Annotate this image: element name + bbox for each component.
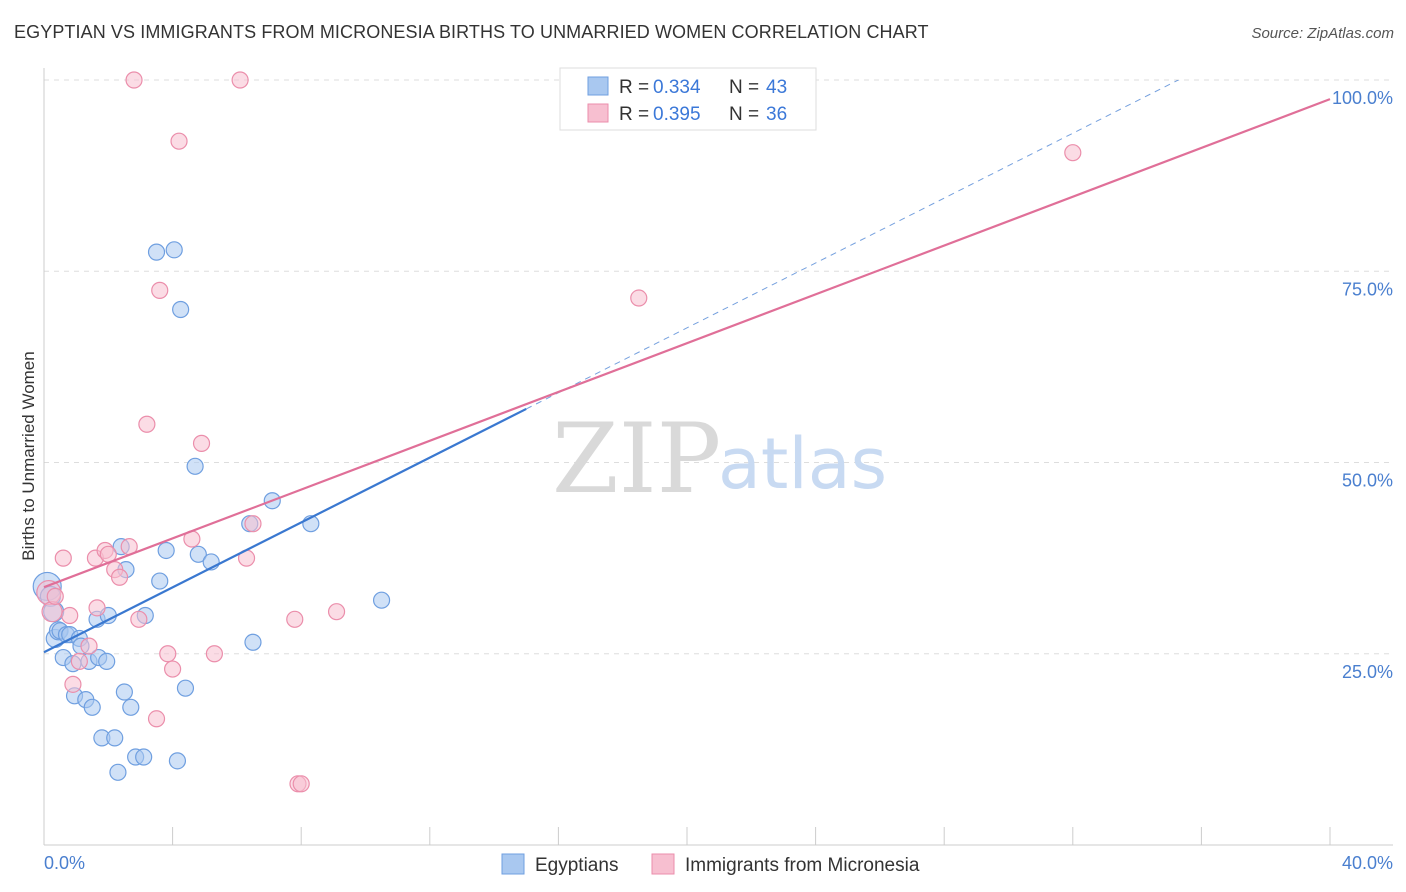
micronesia-point-6 xyxy=(70,652,88,671)
egyptians-point-22 xyxy=(109,763,127,781)
egyptians-point-38 xyxy=(189,545,207,563)
micronesia-point-33 xyxy=(630,289,648,307)
watermark-atlas: atlas xyxy=(718,423,887,505)
legend: R = 0.334 N = 43 R = 0.395 N = 36 xyxy=(559,67,817,131)
egyptians-trend-line xyxy=(43,407,527,654)
y-axis-label: Births to Unmarried Women xyxy=(19,351,38,560)
micronesia-point-24 xyxy=(192,434,211,452)
egyptians-point-44 xyxy=(372,591,391,609)
scatter-points xyxy=(32,71,1082,793)
legend-r-value-egyptians: 0.334 xyxy=(653,77,701,98)
micronesia-point-7 xyxy=(80,637,98,655)
bottom-legend: Egyptians Immigrants from Micronesia xyxy=(501,853,920,876)
x-tick-label-min: 0.0% xyxy=(44,853,85,873)
egyptians-point-21 xyxy=(106,729,124,747)
micronesia-point-9 xyxy=(88,599,106,617)
y-tick-label-75: 75.0% xyxy=(1342,279,1393,299)
legend-r-label-egyptians: R = xyxy=(619,77,649,98)
micronesia-point-31 xyxy=(292,775,310,793)
egyptians-point-41 xyxy=(244,633,262,651)
micronesia-point-19 xyxy=(151,281,169,299)
egyptians-point-32 xyxy=(157,541,175,560)
legend-n-label-egyptians: N = xyxy=(729,77,759,98)
watermark-zip: ZIP xyxy=(552,403,721,515)
egyptians-point-19 xyxy=(98,652,116,671)
bottom-legend-label-egyptians: Egyptians xyxy=(535,855,618,876)
egyptians-point-33 xyxy=(165,241,183,259)
micronesia-point-1 xyxy=(41,601,63,623)
micronesia-point-28 xyxy=(244,515,262,533)
micronesia-point-13 xyxy=(110,568,129,586)
micronesia-point-2 xyxy=(46,587,64,605)
micronesia-point-22 xyxy=(170,132,188,150)
micronesia-trend-line xyxy=(43,98,1331,589)
egyptians-point-26 xyxy=(122,698,140,716)
egyptians-point-31 xyxy=(151,572,169,590)
x-tick-label-max: 40.0% xyxy=(1342,853,1393,873)
micronesia-point-34 xyxy=(1064,144,1082,162)
egyptians-point-28 xyxy=(135,748,153,766)
chart-title: EGYPTIAN VS IMMIGRANTS FROM MICRONESIA B… xyxy=(14,22,929,42)
micronesia-point-5 xyxy=(64,675,82,693)
micronesia-point-21 xyxy=(164,660,182,678)
egyptians-point-24 xyxy=(115,683,133,701)
source-label: Source: ZipAtlas.com xyxy=(1251,25,1394,42)
y-tick-label-25: 25.0% xyxy=(1342,662,1393,682)
micronesia-point-15 xyxy=(125,71,143,89)
y-tick-label-100: 100.0% xyxy=(1332,88,1393,108)
micronesia-point-17 xyxy=(138,415,156,433)
bottom-legend-swatch-egyptians xyxy=(501,853,525,875)
micronesia-point-25 xyxy=(205,645,223,663)
micronesia-point-3 xyxy=(54,549,72,567)
legend-r-label-micronesia: R = xyxy=(619,104,649,125)
legend-n-value-egyptians: 43 xyxy=(766,77,787,98)
egyptians-point-37 xyxy=(186,457,204,475)
egyptians-point-34 xyxy=(168,752,187,770)
legend-swatch-egyptians xyxy=(587,76,609,96)
y-tick-label-50: 50.0% xyxy=(1342,471,1393,491)
axes xyxy=(43,68,1393,846)
egyptians-trend-extension xyxy=(526,80,1180,410)
legend-n-label-micronesia: N = xyxy=(729,104,759,125)
bottom-legend-swatch-micronesia xyxy=(651,853,675,875)
egyptians-point-15 xyxy=(83,698,101,716)
bottom-legend-label-micronesia: Immigrants from Micronesia xyxy=(685,855,920,876)
legend-swatch-micronesia xyxy=(587,103,609,123)
egyptians-point-30 xyxy=(147,243,166,261)
micronesia-point-32 xyxy=(327,603,346,621)
micronesia-point-18 xyxy=(147,710,166,728)
micronesia-point-29 xyxy=(286,610,304,628)
micronesia-point-4 xyxy=(61,606,79,625)
y-tick-labels: 25.0% 50.0% 75.0% 100.0% xyxy=(1332,88,1393,682)
grid-lines xyxy=(44,79,1393,655)
egyptians-point-35 xyxy=(172,300,190,319)
micronesia-point-20 xyxy=(159,645,177,663)
legend-r-value-micronesia: 0.395 xyxy=(653,104,701,125)
micronesia-point-26 xyxy=(231,71,249,89)
trend-lines xyxy=(43,80,1331,654)
micronesia-point-16 xyxy=(130,610,148,628)
legend-n-value-micronesia: 36 xyxy=(766,104,787,125)
egyptians-point-36 xyxy=(176,679,195,697)
